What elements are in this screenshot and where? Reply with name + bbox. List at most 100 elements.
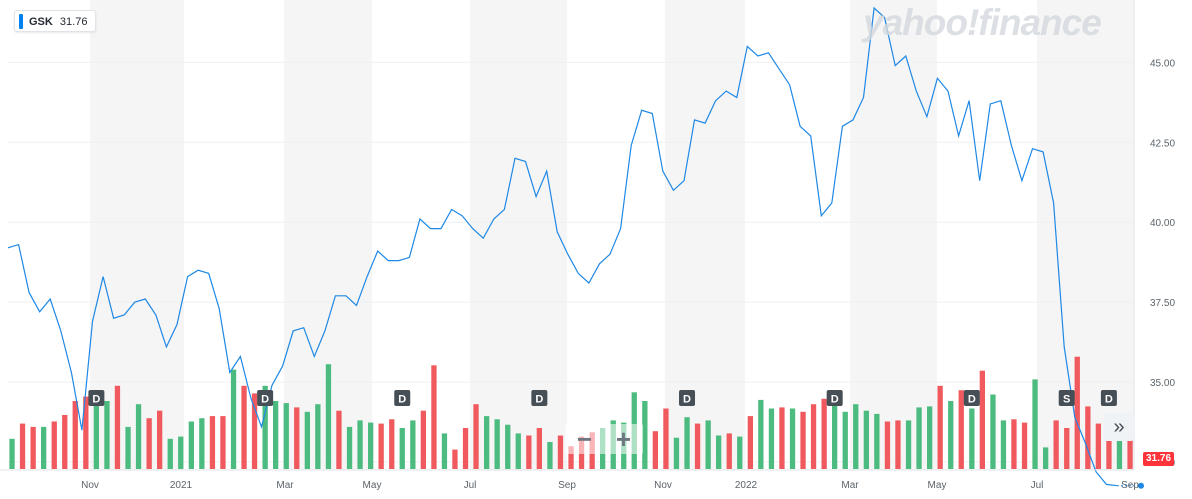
- volume-bar: [72, 401, 78, 469]
- event-label: D: [968, 394, 976, 406]
- volume-bar: [652, 431, 658, 469]
- scroll-right-button[interactable]: »: [1104, 413, 1134, 441]
- volume-bar: [83, 396, 89, 469]
- volume-bar: [515, 433, 521, 469]
- volume-bar: [747, 416, 753, 469]
- volume-bar: [410, 420, 416, 469]
- volume-bar: [905, 420, 912, 469]
- last-price-dot: [1138, 482, 1144, 489]
- volume-bar: [779, 407, 785, 469]
- volume-bar: [51, 421, 57, 469]
- yahoo-finance-watermark: yahoo!finance: [863, 2, 1102, 43]
- volume-bar: [684, 417, 690, 469]
- volume-bar: [800, 411, 806, 469]
- x-tick-label: Nov: [654, 480, 672, 491]
- volume-bar: [557, 435, 564, 469]
- volume-bar: [694, 423, 701, 469]
- volume-bar: [389, 419, 395, 469]
- event-marker-dividend[interactable]: D: [963, 390, 980, 406]
- x-tick-label: Jul: [1031, 480, 1044, 491]
- price-line: [7, 6, 1118, 487]
- volume-bar: [1064, 428, 1070, 469]
- ticker-badge[interactable]: GSK 31.76: [14, 10, 97, 32]
- y-tick-label: 40.00: [1150, 218, 1175, 229]
- volume-bar: [642, 401, 648, 469]
- volume-bar: [1032, 379, 1038, 469]
- volume-bar: [1106, 421, 1112, 469]
- volume-bar: [93, 390, 99, 469]
- event-label: D: [261, 394, 269, 406]
- x-tick-label: Jul: [464, 480, 477, 491]
- volume-bar: [336, 410, 342, 469]
- series-color-marker: [19, 14, 23, 29]
- event-label: D: [1105, 394, 1113, 406]
- volume-bar: [895, 420, 901, 469]
- event-marker-dividend[interactable]: D: [531, 390, 548, 406]
- volume-bar: [452, 449, 458, 469]
- volume-bar: [399, 428, 405, 469]
- volume-bar: [726, 433, 732, 469]
- zoom-out-button[interactable]: −: [576, 424, 593, 454]
- event-marker-dividend[interactable]: D: [679, 390, 696, 406]
- event-marker-split[interactable]: S: [1058, 390, 1075, 406]
- volume-bar: [209, 416, 216, 469]
- volume-bar: [979, 370, 985, 469]
- volume-bar: [1074, 356, 1080, 469]
- volume-bar: [884, 421, 891, 469]
- volume-bar: [526, 435, 532, 469]
- event-marker-dividend[interactable]: D: [88, 390, 105, 406]
- volume-bar: [188, 421, 194, 469]
- volume-bar: [19, 423, 26, 469]
- volume-bar: [241, 385, 247, 469]
- volume-bar: [927, 406, 933, 469]
- volume-bar: [1021, 422, 1028, 469]
- event-badge: [963, 390, 980, 406]
- volume-bar: [853, 404, 859, 469]
- zoom-controls: − +: [565, 424, 643, 454]
- event-badge: [257, 390, 274, 406]
- volume-bar: [969, 408, 975, 469]
- y-tick-label: 37.50: [1150, 298, 1175, 309]
- volume-bar: [146, 418, 152, 469]
- volume-bar: [958, 390, 964, 469]
- x-tick-label: Sep: [1121, 480, 1139, 491]
- x-axis: Nov 2021 Mar May Jul Sep Nov 2022 Mar May Jul Sep: [81, 480, 1139, 491]
- event-marker-dividend[interactable]: D: [1100, 390, 1117, 406]
- month-band: [470, 0, 567, 470]
- volume-bar: [916, 407, 922, 469]
- y-tick-label: 35.00: [1150, 378, 1175, 389]
- volume-bar: [294, 407, 300, 469]
- volume-bar: [251, 393, 258, 469]
- volume-bar: [283, 403, 289, 469]
- gridlines: [8, 61, 1134, 463]
- month-bands: [90, 0, 1134, 470]
- x-tick-label: Mar: [276, 480, 294, 491]
- x-tick-label: May: [928, 480, 947, 491]
- volume-bar: [357, 420, 363, 469]
- volume-bar: [441, 433, 448, 469]
- volume-bar: [832, 390, 838, 469]
- event-marker-dividend[interactable]: D: [257, 390, 274, 406]
- event-marker-dividend[interactable]: D: [394, 390, 411, 406]
- volume-bar: [705, 420, 711, 469]
- volume-bar: [378, 423, 384, 469]
- zoom-in-button[interactable]: +: [615, 424, 632, 454]
- volume-bars: [9, 356, 1133, 469]
- event-label: D: [535, 394, 543, 406]
- event-label: D: [92, 394, 100, 406]
- ticker-symbol: GSK: [29, 16, 53, 28]
- volume-bar: [673, 437, 680, 469]
- volume-bar: [948, 401, 954, 469]
- x-tick-label: 2022: [735, 480, 758, 491]
- volume-bar: [1011, 419, 1017, 469]
- volume-bar: [1116, 425, 1123, 469]
- month-band: [1037, 0, 1134, 470]
- volume-bar: [30, 426, 36, 469]
- volume-bar: [346, 426, 353, 469]
- x-tick-label: May: [363, 480, 382, 491]
- volume-bar: [1095, 423, 1101, 469]
- event-marker-dividend[interactable]: D: [826, 390, 843, 406]
- volume-bar: [821, 398, 827, 469]
